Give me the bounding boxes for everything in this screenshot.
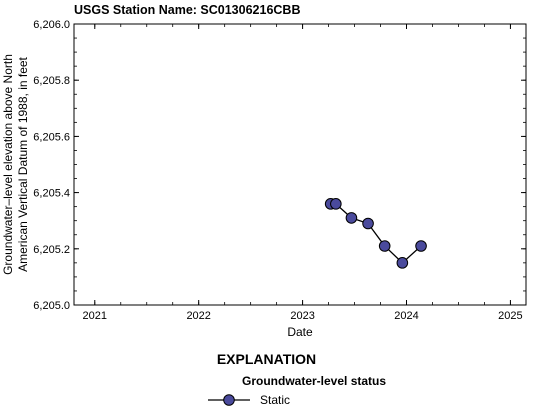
data-point bbox=[362, 217, 374, 230]
legend-item-static: Static bbox=[208, 391, 328, 409]
x-axis-label: Date bbox=[287, 325, 313, 339]
data-point bbox=[378, 240, 391, 252]
data-point bbox=[415, 240, 427, 252]
x-tick-label: 2024 bbox=[394, 310, 418, 322]
y-tick-label: 6,205.8 bbox=[33, 75, 70, 87]
station-title: USGS Station Name: SC01306216CBB bbox=[74, 3, 301, 17]
data-point bbox=[345, 212, 358, 224]
series-line bbox=[330, 203, 422, 264]
explanation-subtitle: Groundwater-level status bbox=[242, 374, 387, 388]
explanation-title: EXPLANATION bbox=[216, 351, 317, 367]
data-point bbox=[396, 257, 409, 269]
y-tick-label: 6,205.4 bbox=[33, 188, 70, 200]
x-tick-label: 2023 bbox=[290, 310, 314, 322]
x-tick-label: 2022 bbox=[186, 310, 210, 322]
y-axis-label-line: American Vertical Datum of 1988, in feet bbox=[16, 56, 30, 271]
y-axis-label-line: Groundwater–level elevation above North bbox=[1, 54, 15, 275]
x-tick-label: 2021 bbox=[83, 310, 107, 322]
y-tick-label: 6,205.6 bbox=[33, 131, 70, 143]
x-tick-label: 2025 bbox=[498, 310, 522, 322]
groundwater-chart: 6,205.0 6,205.2 6,205.4 6,205.6 6,205.8 6,206… bbox=[1, 19, 527, 339]
y-tick-label: 6,205.0 bbox=[33, 300, 70, 312]
plot-frame bbox=[73, 23, 527, 306]
legend-label-static: Static bbox=[260, 393, 291, 407]
legend-marker-icon bbox=[208, 394, 250, 406]
y-tick-label: 6,206.0 bbox=[33, 19, 70, 31]
y-tick-label: 6,205.2 bbox=[33, 244, 70, 256]
data-point bbox=[330, 198, 342, 210]
